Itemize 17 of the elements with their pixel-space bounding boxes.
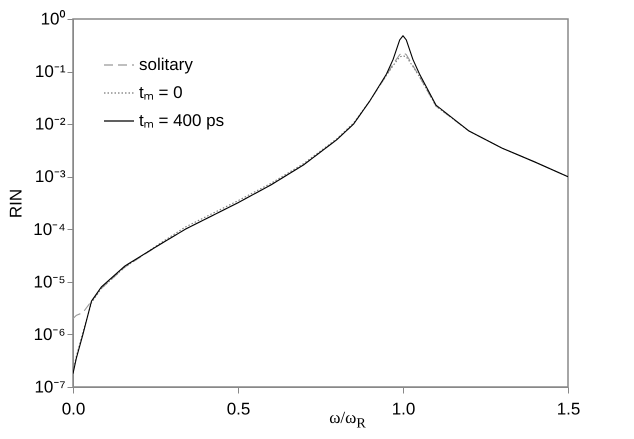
y-tick-label: 10⁻¹ <box>34 62 66 82</box>
y-tick-label: 10⁻² <box>34 114 66 134</box>
y-tick-label: 10⁻⁷ <box>34 378 66 396</box>
y-tick-label: 10⁻⁴ <box>33 220 66 239</box>
y-tick-label: 10⁻³ <box>34 167 66 186</box>
y-axis-title: RIN <box>6 188 26 218</box>
y-tick-label: 10⁻⁵ <box>34 272 66 292</box>
x-tick-label: 1.5 <box>556 400 580 418</box>
legend-label: tₘ = 400 ps <box>139 111 224 130</box>
x-tick-label: 0.5 <box>226 400 250 418</box>
legend-label: solitary <box>139 55 194 74</box>
x-tick-label: 0.0 <box>62 400 86 418</box>
x-tick-label: 1.0 <box>392 400 416 418</box>
legend-label: tₘ = 0 <box>139 83 183 102</box>
y-tick-label: 10⁰ <box>40 10 66 28</box>
x-axis-title: ω/ω$_{R}$ <box>329 408 366 432</box>
y-tick-label: 10⁻⁶ <box>34 324 66 344</box>
